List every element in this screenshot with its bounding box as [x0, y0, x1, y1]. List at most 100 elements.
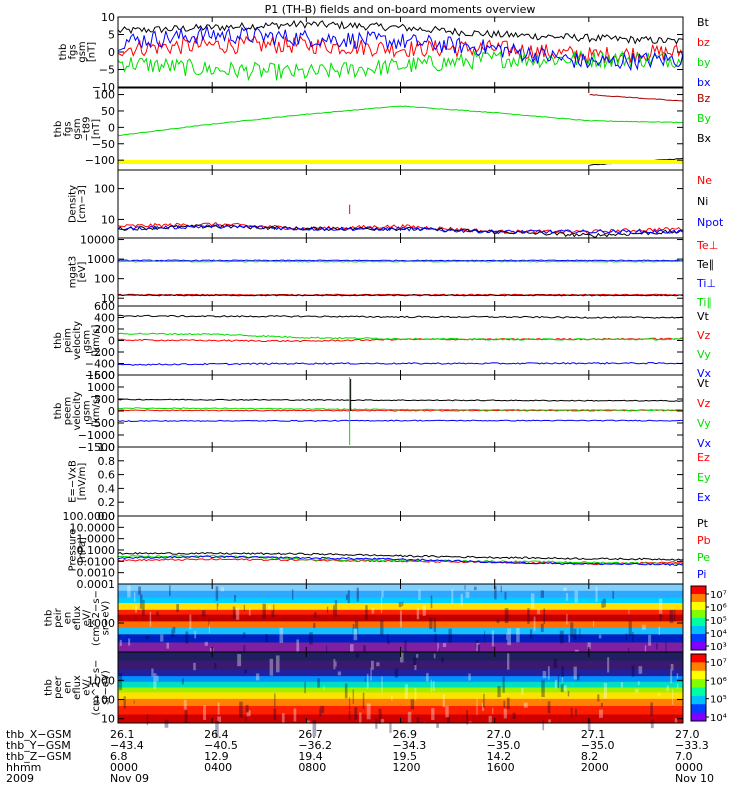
x-row-value: −34.3 — [393, 739, 427, 752]
colorbar-segment — [691, 695, 706, 705]
spectrogram-speckle — [542, 670, 547, 678]
colorbar-segment — [691, 662, 706, 672]
spectrogram-speckle — [448, 628, 452, 643]
y-tick-label: 0.4 — [98, 482, 116, 495]
spectrogram-speckle — [245, 704, 249, 713]
spectrogram-speckle — [451, 589, 454, 604]
y-tick-label: 1000 — [87, 674, 115, 687]
spectrogram-speckle — [592, 621, 595, 627]
panel-peir_spec: 10⁷ 10⁶ 10⁵ 10⁴ 10³ 1000 thbpeirenefluxeV/(cm^… — [44, 583, 727, 666]
y-tick-label: 100 — [94, 89, 115, 102]
x-row-value: 26.9 — [393, 728, 418, 741]
colorbar-segment — [691, 586, 706, 595]
spectrogram-speckle — [365, 605, 368, 620]
spectrogram-speckle — [502, 676, 505, 693]
y-tick-label: −5 — [99, 64, 115, 77]
spectrogram-speckle — [183, 699, 187, 710]
spectrogram-speckle — [366, 673, 369, 690]
y-axis-label: Density — [67, 185, 78, 223]
y-tick-label: 1500 — [87, 369, 115, 382]
spectrogram-speckle — [557, 674, 560, 689]
x-row-value: 27.0 — [675, 728, 700, 741]
spectrogram-speckle — [483, 693, 485, 708]
spectrogram-speckle — [658, 598, 663, 614]
spectrogram-speckle — [567, 690, 570, 697]
spectrogram-speckle — [430, 595, 433, 609]
spectrogram-speckle — [473, 586, 477, 591]
spectrogram-speckle — [364, 677, 366, 683]
legend-Ne-label: Ne — [697, 174, 712, 187]
spectrogram-speckle — [404, 684, 409, 700]
spectrogram-speckle — [516, 628, 520, 643]
spectrogram-speckle — [391, 695, 393, 701]
spectrogram-speckle — [172, 626, 176, 634]
spectrogram-speckle — [352, 624, 355, 634]
spectrogram-band — [118, 705, 683, 715]
spectrogram-speckle — [460, 593, 463, 606]
spectrogram-speckle — [521, 687, 524, 695]
spectrogram-speckle — [352, 689, 354, 704]
y-tick-label: 0 — [108, 46, 115, 59]
spectrogram-speckle — [203, 705, 207, 720]
legend-Bx-label: Bx — [697, 132, 712, 145]
spectrogram-speckle — [563, 685, 567, 692]
x-row-value: 0800 — [298, 761, 326, 774]
y-tick-label: −1500 — [78, 441, 115, 454]
y-axis-label: (cm^2−s− — [91, 590, 102, 646]
y-tick-label: 400 — [94, 312, 115, 325]
spectrogram-band — [118, 621, 683, 629]
y-tick-label: 200 — [94, 323, 115, 336]
spectrogram-speckle — [565, 592, 569, 601]
spectrogram-speckle — [345, 594, 349, 601]
spectrogram-speckle — [507, 628, 511, 646]
spectrogram-speckle — [587, 642, 591, 649]
colorbar-tick-label: 10⁴ — [710, 713, 727, 724]
spectrogram-speckle — [563, 587, 567, 591]
spectrogram-speckle — [389, 722, 392, 733]
spectrogram-speckle — [540, 590, 545, 598]
spectrogram-speckle — [133, 700, 135, 704]
spectrogram-speckle — [476, 642, 480, 652]
spectrogram-speckle — [491, 630, 494, 647]
colorbar-segment — [691, 670, 706, 680]
spectrogram-speckle — [540, 623, 544, 633]
spectrogram-speckle — [669, 666, 672, 674]
y-tick-label: 1000 — [87, 617, 115, 630]
spectrogram-band — [118, 681, 683, 688]
spectrogram-speckle — [248, 608, 251, 616]
spectrogram-speckle — [579, 628, 581, 639]
spectrogram-speckle — [648, 634, 652, 646]
spectrogram-speckle — [433, 618, 437, 633]
legend-Pi-label: Pi — [697, 568, 706, 581]
legend-by-label: by — [697, 56, 711, 69]
spectrogram-speckle — [442, 694, 445, 708]
spectrogram-speckle — [548, 719, 551, 725]
spectrogram-speckle — [500, 585, 502, 593]
y-axis-label: −t89 — [82, 116, 93, 141]
spectrogram-speckle — [401, 601, 404, 606]
y-tick-label: −500 — [85, 417, 115, 430]
panel-temp: 10000 1000 100 10 mgat3[eV] Te⊥ Te∥ Ti⊥ Ti∥ — [67, 234, 718, 309]
spectrogram-speckle — [214, 662, 217, 669]
spectrogram-speckle — [650, 702, 653, 716]
spectrogram-speckle — [320, 705, 325, 713]
y-axis-label: gsm — [82, 400, 93, 421]
spectrogram-speckle — [436, 722, 439, 728]
spectrogram-speckle — [304, 682, 306, 694]
panel-efield: 1.00.80.60.40.20.0 E=−VxB[mV/m] Ez Ey Ex — [67, 441, 711, 523]
spectrogram-speckle — [533, 616, 536, 632]
y-tick-label: −600 — [85, 369, 115, 382]
spectrogram-speckle — [119, 639, 122, 646]
y-tick-label: 0.0001 — [77, 578, 116, 591]
spectrogram-speckle — [181, 678, 184, 685]
spectrogram-speckle — [659, 610, 662, 621]
series-Pi-line — [117, 555, 684, 567]
x-row-value: −33.3 — [675, 739, 709, 752]
legend-By-label: By — [697, 112, 712, 125]
legend-Ez-label: Ez — [697, 451, 710, 464]
spectrogram-speckle — [127, 585, 131, 598]
spectrogram-speckle — [386, 633, 389, 644]
spectrogram-speckle — [262, 603, 266, 619]
y-axis-label: peer — [53, 675, 64, 699]
y-axis-label: fgs — [67, 44, 78, 59]
